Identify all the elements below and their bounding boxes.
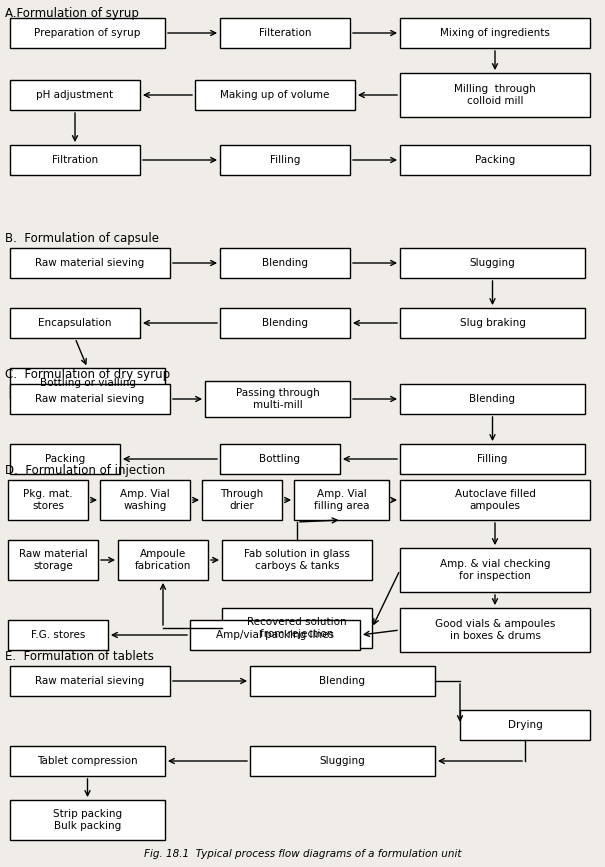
Text: Filling: Filling bbox=[477, 454, 508, 464]
Bar bbox=[10, 308, 140, 338]
Text: Blending: Blending bbox=[262, 258, 308, 268]
Bar bbox=[190, 620, 360, 650]
Text: Bottling: Bottling bbox=[260, 454, 301, 464]
Text: Fig. 18.1  Typical process flow diagrams of a formulation unit: Fig. 18.1 Typical process flow diagrams … bbox=[144, 849, 461, 859]
Bar bbox=[220, 18, 350, 48]
Bar bbox=[220, 308, 350, 338]
Text: Drying: Drying bbox=[508, 720, 542, 730]
Text: Raw material sieving: Raw material sieving bbox=[35, 676, 145, 686]
Bar bbox=[400, 444, 585, 474]
Bar bbox=[10, 800, 165, 840]
Bar bbox=[400, 73, 590, 117]
Text: Amp/vial packing lines: Amp/vial packing lines bbox=[216, 630, 334, 640]
Bar bbox=[400, 548, 590, 592]
Text: Blending: Blending bbox=[319, 676, 365, 686]
Text: B.  Formulation of capsule: B. Formulation of capsule bbox=[5, 232, 159, 245]
Text: Blending: Blending bbox=[262, 318, 308, 328]
Bar bbox=[205, 381, 350, 417]
Text: Amp. Vial
filling area: Amp. Vial filling area bbox=[314, 489, 369, 511]
Text: Amp. & vial checking
for inspection: Amp. & vial checking for inspection bbox=[440, 559, 551, 581]
Text: Ampoule
fabrication: Ampoule fabrication bbox=[135, 549, 191, 570]
Bar bbox=[400, 608, 590, 652]
Text: Bottling or vialling: Bottling or vialling bbox=[39, 378, 136, 388]
Text: Preparation of syrup: Preparation of syrup bbox=[34, 28, 141, 38]
Bar bbox=[10, 384, 170, 414]
Text: C.  Formulation of dry syrup: C. Formulation of dry syrup bbox=[5, 368, 170, 381]
Text: Encapsulation: Encapsulation bbox=[38, 318, 112, 328]
Bar bbox=[118, 540, 208, 580]
Text: Good vials & ampoules
in boxes & drums: Good vials & ampoules in boxes & drums bbox=[435, 619, 555, 641]
Bar bbox=[220, 248, 350, 278]
Text: Strip packing
Bulk packing: Strip packing Bulk packing bbox=[53, 809, 122, 831]
Bar bbox=[10, 145, 140, 175]
Bar bbox=[250, 746, 435, 776]
Text: Filtration: Filtration bbox=[52, 155, 98, 165]
Text: Slug braking: Slug braking bbox=[460, 318, 525, 328]
Bar bbox=[400, 308, 585, 338]
Text: D.  Formulation of injection: D. Formulation of injection bbox=[5, 464, 165, 477]
Text: Mixing of ingredients: Mixing of ingredients bbox=[440, 28, 550, 38]
Text: Making up of volume: Making up of volume bbox=[220, 90, 330, 100]
Bar bbox=[222, 540, 372, 580]
Text: Raw material
storage: Raw material storage bbox=[19, 549, 87, 570]
Text: Packing: Packing bbox=[45, 454, 85, 464]
Bar bbox=[250, 666, 435, 696]
Text: Filteration: Filteration bbox=[259, 28, 311, 38]
Bar bbox=[195, 80, 355, 110]
Bar bbox=[10, 248, 170, 278]
Text: Tablet compression: Tablet compression bbox=[37, 756, 138, 766]
Text: Amp. Vial
washing: Amp. Vial washing bbox=[120, 489, 170, 511]
Text: Pkg. mat.
stores: Pkg. mat. stores bbox=[23, 489, 73, 511]
Text: Raw material sieving: Raw material sieving bbox=[35, 258, 145, 268]
Bar bbox=[460, 710, 590, 740]
Text: F.G. stores: F.G. stores bbox=[31, 630, 85, 640]
Text: Through
drier: Through drier bbox=[220, 489, 264, 511]
Bar bbox=[400, 248, 585, 278]
Bar bbox=[10, 746, 165, 776]
Text: Passing through
multi-mill: Passing through multi-mill bbox=[235, 388, 319, 410]
Bar bbox=[400, 145, 590, 175]
Text: Raw material sieving: Raw material sieving bbox=[35, 394, 145, 404]
Bar bbox=[10, 80, 140, 110]
Bar bbox=[294, 480, 389, 520]
Bar bbox=[220, 444, 340, 474]
Text: A.Formulation of syrup: A.Formulation of syrup bbox=[5, 7, 139, 20]
Text: Blending: Blending bbox=[469, 394, 515, 404]
Bar bbox=[8, 480, 88, 520]
Text: Slugging: Slugging bbox=[319, 756, 365, 766]
Bar bbox=[222, 608, 372, 648]
Bar bbox=[220, 145, 350, 175]
Text: Filling: Filling bbox=[270, 155, 300, 165]
Text: E.  Formulation of tablets: E. Formulation of tablets bbox=[5, 650, 154, 663]
Text: Milling  through
colloid mill: Milling through colloid mill bbox=[454, 84, 536, 106]
Bar bbox=[202, 480, 282, 520]
Bar bbox=[400, 384, 585, 414]
Bar bbox=[400, 18, 590, 48]
Bar bbox=[10, 444, 120, 474]
Bar bbox=[10, 18, 165, 48]
Bar bbox=[100, 480, 190, 520]
Text: Packing: Packing bbox=[475, 155, 515, 165]
Text: pH adjustment: pH adjustment bbox=[36, 90, 114, 100]
Text: Fab solution in glass
carboys & tanks: Fab solution in glass carboys & tanks bbox=[244, 549, 350, 570]
Text: Recovered solution
from rejection: Recovered solution from rejection bbox=[247, 617, 347, 639]
Bar bbox=[8, 620, 108, 650]
Bar bbox=[10, 368, 165, 398]
Bar bbox=[8, 540, 98, 580]
Text: Slugging: Slugging bbox=[469, 258, 515, 268]
Text: Autoclave filled
ampoules: Autoclave filled ampoules bbox=[454, 489, 535, 511]
Bar bbox=[400, 480, 590, 520]
Bar bbox=[10, 666, 170, 696]
